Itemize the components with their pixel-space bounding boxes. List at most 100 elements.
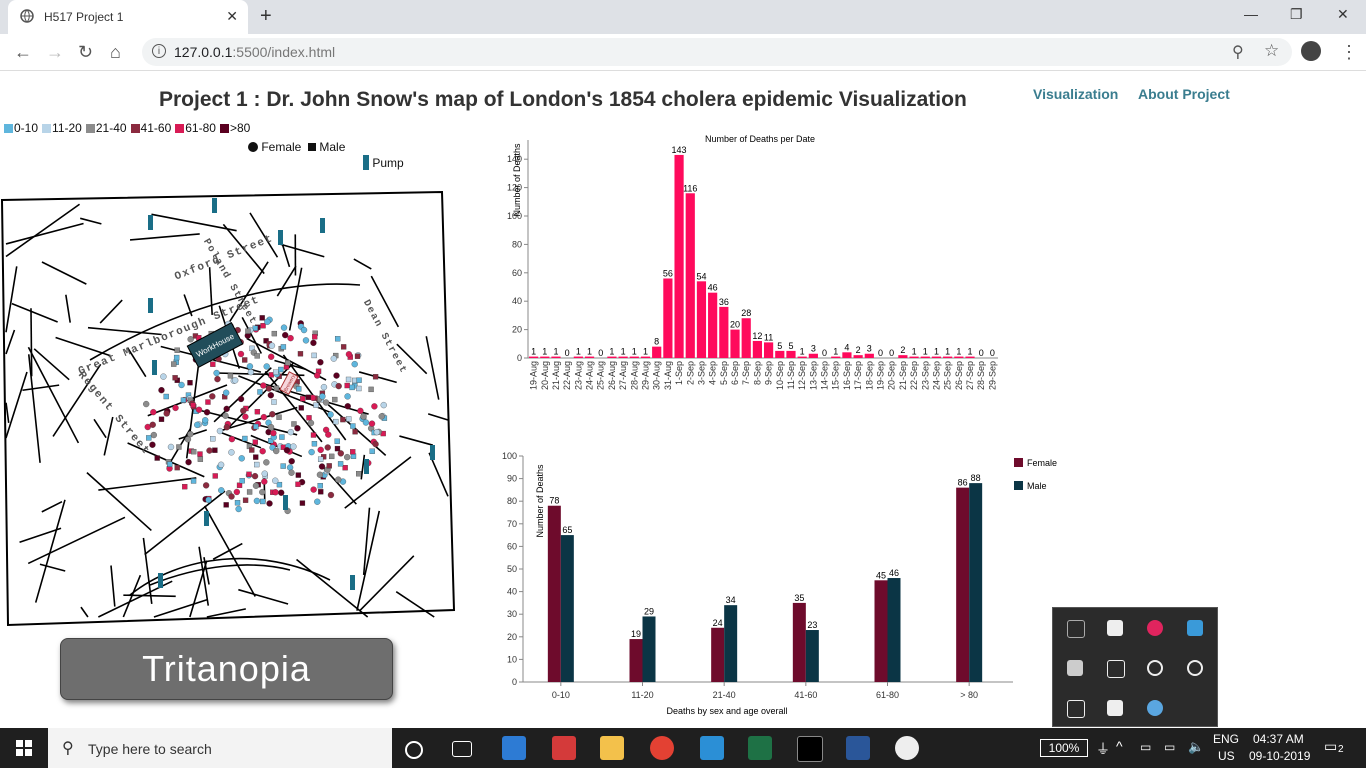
bar (674, 154, 684, 358)
drive-tray-icon[interactable] (1067, 660, 1083, 676)
bar-male (560, 535, 574, 682)
forward-icon[interactable]: → (46, 42, 64, 62)
windows-start-icon[interactable] (16, 740, 32, 756)
minimize-button[interactable]: — (1244, 6, 1258, 22)
death-female-marker (372, 440, 379, 448)
battery-icon[interactable]: ▭ (1164, 740, 1176, 754)
close-window-button[interactable]: ✕ (1337, 6, 1349, 22)
tab-close-icon[interactable]: ✕ (226, 8, 238, 24)
death-male-marker (344, 382, 350, 389)
nav-visualization-link[interactable]: Visualization (1033, 86, 1119, 102)
death-female-marker (252, 482, 260, 489)
word-icon[interactable] (846, 736, 870, 760)
death-female-marker (149, 421, 156, 428)
pen-tray-icon[interactable] (1107, 660, 1125, 678)
street-line (19, 527, 62, 544)
street-line (122, 574, 142, 618)
nav-about-link[interactable]: About Project (1138, 86, 1230, 102)
street-line (34, 499, 66, 603)
monitor-tray-icon[interactable] (1067, 620, 1085, 638)
death-female-marker (228, 493, 235, 500)
street-line (5, 329, 16, 355)
power-icon[interactable]: ⏚ (1096, 741, 1110, 757)
death-female-marker (223, 389, 230, 396)
color-filter-button[interactable]: Tritanopia (60, 638, 393, 700)
street-line (27, 346, 80, 444)
vscode-icon[interactable] (700, 736, 724, 760)
zoom-magnifier-icon[interactable]: ⚲ (1232, 44, 1244, 61)
bar (764, 342, 774, 358)
age-legend-label: 61-80 (185, 121, 216, 135)
reader-app-icon[interactable] (552, 736, 576, 760)
app-tray-icon[interactable] (1147, 620, 1163, 636)
chrome-icon[interactable] (650, 736, 674, 760)
bar (842, 352, 852, 358)
browser-tray-icon[interactable] (1147, 700, 1163, 716)
male-square-icon (308, 143, 317, 151)
death-female-marker (203, 409, 211, 416)
bar-female (547, 505, 561, 682)
death-male-marker (356, 471, 362, 477)
restore-button[interactable]: ❐ (1290, 6, 1303, 22)
bar-value-label: 34 (726, 595, 736, 605)
x-tick-label: 11-20 (631, 690, 653, 700)
address-bar[interactable]: i 127.0.0.1:5500/index.html ⚲ ☆ (142, 38, 1292, 66)
page-title: Project 1 : Dr. John Snow's map of Londo… (159, 88, 967, 111)
death-female-marker (160, 373, 167, 380)
new-tab-button[interactable]: + (260, 5, 272, 27)
lang-bottom[interactable]: US (1218, 749, 1235, 763)
zscaler-tray-icon[interactable] (1067, 700, 1085, 718)
network-tray-icon[interactable] (1187, 620, 1203, 636)
death-male-marker (154, 455, 160, 461)
y-tick-label: 30 (507, 609, 517, 619)
app-icon[interactable] (895, 736, 919, 760)
browser-tab[interactable]: H517 Project 1 ✕ (8, 0, 248, 34)
death-male-marker (259, 315, 265, 321)
shield-tray-icon[interactable] (1107, 700, 1123, 716)
home-icon[interactable]: ⌂ (110, 42, 121, 62)
y-tick-label: 50 (507, 564, 517, 574)
death-male-marker (242, 357, 248, 363)
clock-time[interactable]: 04:37 AM (1253, 732, 1304, 746)
zoom-level[interactable]: 100% (1040, 739, 1088, 757)
lang-top[interactable]: ENG (1213, 732, 1240, 746)
dollar-tray-icon[interactable] (1187, 660, 1203, 676)
profile-avatar[interactable] (1301, 41, 1321, 61)
url-text[interactable]: 127.0.0.1:5500/index.html (174, 44, 335, 60)
task-view-icon[interactable] (452, 741, 472, 757)
network-icon[interactable]: ▭ (1140, 740, 1152, 754)
volume-mute-icon[interactable]: 🔈 (1188, 739, 1205, 754)
death-female-marker (310, 339, 317, 347)
age-swatch-icon (4, 124, 13, 133)
death-male-marker (171, 361, 177, 367)
death-male-marker (167, 461, 173, 467)
death-female-marker (314, 372, 321, 379)
file-explorer-icon[interactable] (600, 736, 624, 760)
bookmark-star-icon[interactable]: ☆ (1264, 41, 1280, 60)
death-female-marker (318, 463, 326, 470)
street-line (41, 261, 87, 285)
cortana-icon[interactable] (405, 741, 423, 759)
street-line (55, 336, 111, 357)
death-female-marker (194, 421, 201, 429)
street-line (33, 348, 70, 381)
y-tick-label: 80 (507, 496, 517, 506)
store-icon[interactable] (502, 736, 526, 760)
bar (931, 356, 942, 358)
reload-icon[interactable]: ↻ (78, 42, 94, 62)
info-icon[interactable]: i (152, 44, 166, 58)
sync-tray-icon[interactable] (1147, 660, 1163, 676)
security-tray-icon[interactable] (1107, 620, 1123, 636)
terminal-icon[interactable] (797, 736, 823, 762)
excel-icon[interactable] (748, 736, 772, 760)
death-male-marker (236, 482, 243, 488)
bar-value-label: 46 (889, 568, 899, 578)
chevron-up-icon[interactable]: ^ (1116, 738, 1123, 754)
notification-icon[interactable]: ▭ (1324, 738, 1338, 754)
back-icon[interactable]: ← (14, 42, 32, 62)
bar-value-label: 29 (644, 606, 654, 616)
taskbar-search[interactable]: ⚲ Type here to search (48, 728, 392, 768)
clock-date[interactable]: 09-10-2019 (1249, 749, 1311, 763)
menu-kebab-icon[interactable]: ⋮ (1340, 42, 1358, 62)
